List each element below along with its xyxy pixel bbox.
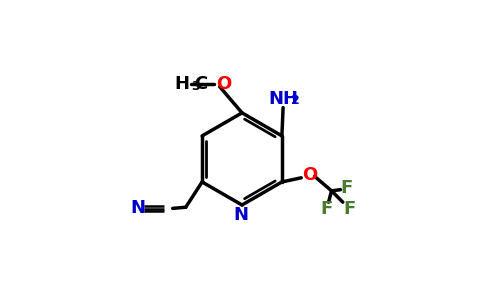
Text: H: H xyxy=(174,75,189,93)
Text: N: N xyxy=(233,206,248,224)
Text: F: F xyxy=(343,200,355,218)
Text: 3: 3 xyxy=(192,80,200,93)
Text: F: F xyxy=(320,200,333,218)
Text: 2: 2 xyxy=(291,94,300,107)
Text: NH: NH xyxy=(269,90,298,108)
Text: O: O xyxy=(302,166,317,184)
Text: F: F xyxy=(340,179,352,197)
Text: N: N xyxy=(130,200,145,217)
Text: O: O xyxy=(216,75,231,93)
Text: C: C xyxy=(195,75,208,93)
